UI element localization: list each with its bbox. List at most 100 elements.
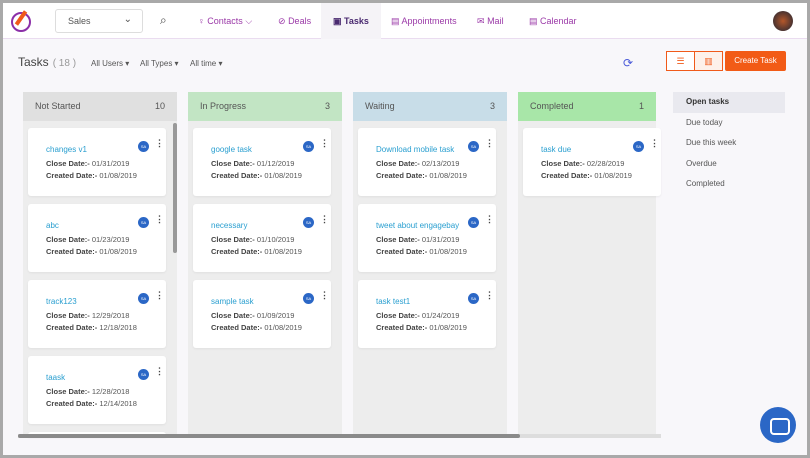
horizontal-scrollbar[interactable] [18,434,661,438]
nav-tasks[interactable]: ▣ Tasks [321,3,381,39]
owner-avatar[interactable]: SA [138,293,149,304]
side-filter-due-this-week[interactable]: Due this week [686,138,737,147]
owner-avatar[interactable]: SA [138,141,149,152]
nav-contacts[interactable]: ♀ Contacts ⌵ [198,3,252,39]
created-date: Created Date:- 01/08/2019 [541,171,632,180]
filter-users-label: All Users [91,59,124,68]
close-date-value: 02/28/2019 [586,159,625,168]
close-date: Close Date:- 01/23/2019 [46,235,129,244]
task-name[interactable]: abc [46,221,59,230]
owner-avatar[interactable]: SA [468,217,479,228]
pipeline-select[interactable]: Sales ⌄ [55,9,143,33]
logo[interactable] [11,12,31,32]
close-date: Close Date:- 01/12/2019 [211,159,294,168]
task-card[interactable]: necessary Close Date:- 01/10/2019 Create… [193,204,331,272]
task-name[interactable]: google task [211,145,252,154]
filter-time[interactable]: All time ▾ [190,59,223,68]
task-card[interactable]: sample task Close Date:- 01/09/2019 Crea… [193,280,331,348]
vertical-scrollbar[interactable] [173,123,177,253]
task-card[interactable]: task test1 Close Date:- 01/24/2019 Creat… [358,280,496,348]
more-options-icon[interactable]: ⋮ [320,138,329,148]
more-options-icon[interactable]: ⋮ [155,214,164,224]
created-date-value: 01/08/2019 [429,171,467,180]
task-card[interactable]: tweet about engagebay Close Date:- 01/31… [358,204,496,272]
task-name[interactable]: changes v1 [46,145,87,154]
task-card[interactable]: task due Close Date:- 02/28/2019 Created… [523,128,661,196]
nav-calendar[interactable]: ▤ Calendar [529,3,577,39]
close-date-label: Close Date:- [376,311,420,320]
column-not-started: Not Started 10 changes v1 Close Date:- 01… [23,92,177,437]
more-options-icon[interactable]: ⋮ [485,214,494,224]
close-date-value: 02/13/2019 [421,159,460,168]
task-name[interactable]: Download mobile task [376,145,455,154]
task-name[interactable]: necessary [211,221,248,230]
column-count: 3 [489,101,495,111]
search-icon[interactable]: ⌕ [160,13,167,27]
task-card[interactable]: taask Close Date:- 12/28/2018 Created Da… [28,356,166,424]
more-options-icon[interactable]: ⋮ [485,290,494,300]
more-options-icon[interactable]: ⋮ [155,138,164,148]
board-view-button[interactable]: ▥ [694,51,723,71]
more-options-icon[interactable]: ⋮ [320,214,329,224]
close-date: Close Date:- 01/10/2019 [211,235,294,244]
close-date: Close Date:- 12/28/2018 [46,387,129,396]
nav-label: Mail [487,16,504,26]
avatar[interactable] [773,11,793,31]
mail-icon: ✉ [477,16,485,26]
close-date-label: Close Date:- [211,235,255,244]
create-task-button[interactable]: Create Task [725,51,786,71]
task-card[interactable]: abc Close Date:- 01/23/2019 Created Date… [28,204,166,272]
task-card[interactable]: track123 Close Date:- 12/29/2018 Created… [28,280,166,348]
task-card[interactable]: Download mobile task Close Date:- 02/13/… [358,128,496,196]
close-date-label: Close Date:- [376,159,420,168]
nav-mail[interactable]: ✉ Mail [477,3,504,39]
owner-avatar[interactable]: SA [468,293,479,304]
side-filter-completed[interactable]: Completed [686,179,725,188]
list-view-button[interactable]: ☰ [666,51,695,71]
owner-avatar[interactable]: SA [138,369,149,380]
side-filter-due-today[interactable]: Due today [686,117,723,127]
task-name[interactable]: tweet about engagebay [376,221,460,230]
column-header: In Progress 3 [188,92,342,121]
column-title: Completed [530,101,574,111]
owner-avatar[interactable]: SA [303,293,314,304]
task-count: ( 18 ) [52,58,77,69]
created-date: Created Date:- 01/08/2019 [376,171,467,180]
more-options-icon[interactable]: ⋮ [485,138,494,148]
filter-time-label: All time [190,59,217,68]
user-icon: ♀ [198,16,205,26]
created-date-label: Created Date:- [541,171,593,180]
task-name[interactable]: track123 [46,297,77,306]
task-name[interactable]: sample task [211,297,254,306]
refresh-icon[interactable]: ⟳ [623,56,634,70]
created-date-label: Created Date:- [376,171,428,180]
nav-label: Tasks [344,16,369,26]
more-options-icon[interactable]: ⋮ [155,290,164,300]
task-name[interactable]: taask [46,373,66,382]
nav-appointments[interactable]: ▤ Appointments [391,3,457,39]
close-date-value: 01/23/2019 [91,235,130,244]
column-title: In Progress [200,101,247,111]
task-name[interactable]: task test1 [376,297,411,306]
nav-deals[interactable]: ⊘ Deals [278,3,311,39]
more-options-icon[interactable]: ⋮ [650,138,659,148]
owner-avatar[interactable]: SA [303,217,314,228]
created-date-label: Created Date:- [376,247,428,256]
side-filter-open-tasks[interactable]: Open tasks [673,92,785,113]
top-nav: Sales ⌄ ⌕ ♀ Contacts ⌵ ⊘ Deals ▣ Tasks ▤ App… [3,3,807,39]
task-name[interactable]: task due [541,145,572,154]
chat-button[interactable] [760,407,796,443]
owner-avatar[interactable]: SA [633,141,644,152]
task-card[interactable]: changes v1 Close Date:- 01/31/2019 Creat… [28,128,166,196]
created-date: Created Date:- 01/08/2019 [376,247,467,256]
owner-avatar[interactable]: SA [303,141,314,152]
app-window: Sales ⌄ ⌕ ♀ Contacts ⌵ ⊘ Deals ▣ Tasks ▤ App… [3,3,807,455]
side-filter-overdue[interactable]: Overdue [686,158,717,168]
more-options-icon[interactable]: ⋮ [320,290,329,300]
filter-types[interactable]: All Types ▾ [140,59,179,68]
filter-users[interactable]: All Users ▾ [91,59,130,68]
task-card[interactable]: google task Close Date:- 01/12/2019 Crea… [193,128,331,196]
more-options-icon[interactable]: ⋮ [155,366,164,376]
owner-avatar[interactable]: SA [138,217,149,228]
owner-avatar[interactable]: SA [468,141,479,152]
